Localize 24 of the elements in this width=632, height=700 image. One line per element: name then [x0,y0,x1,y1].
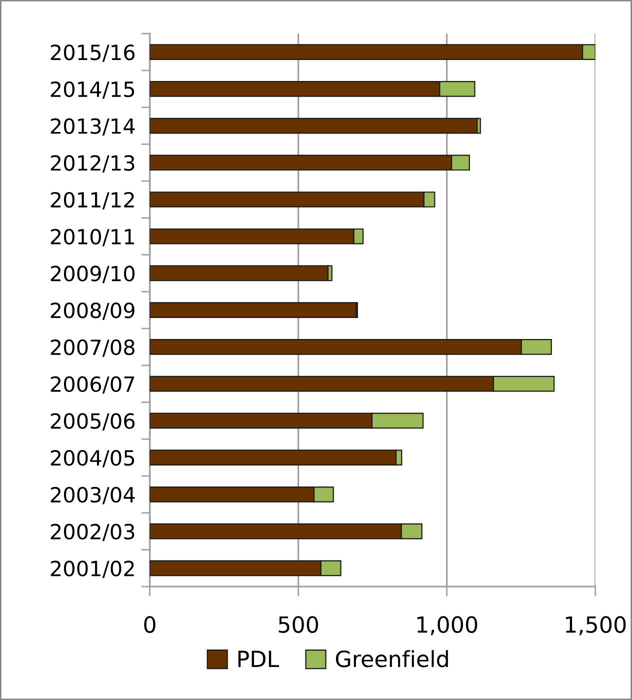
bar [150,265,329,282]
x-tick-label: 500 [278,616,318,633]
y-tick-label: 2008/09 [50,302,134,320]
y-tick-label: 2003/04 [50,486,135,504]
y-tick-label: 2014/15 [50,81,134,99]
y-tick-label: 2010/11 [50,228,134,246]
y-tick-label: 2012/13 [50,155,134,172]
y-tick-label: 2001/02 [50,560,134,578]
y-tick-label: 2006/07 [50,376,134,394]
y-tick-label: 2002/03 [50,524,134,542]
bar [150,302,357,318]
y-tick-label: 2009/10 [50,266,135,284]
y-tick-label: 2015/16 [50,44,135,62]
x-tick-label: 1,500 [566,616,626,636]
legend-label: PDL [238,650,280,667]
y-tick-label: 2007/08 [50,339,134,357]
bar [150,118,478,134]
x-tick-label: 0 [144,616,156,633]
x-tick-label: 1,000 [417,616,478,636]
legend-label: Greenfield [336,650,448,668]
y-tick-label: 2013/14 [50,118,135,136]
y-tick-label: 2004/05 [50,450,134,468]
y-tick-label: 2005/06 [50,413,135,431]
y-tick-label: 2011/12 [50,192,134,210]
